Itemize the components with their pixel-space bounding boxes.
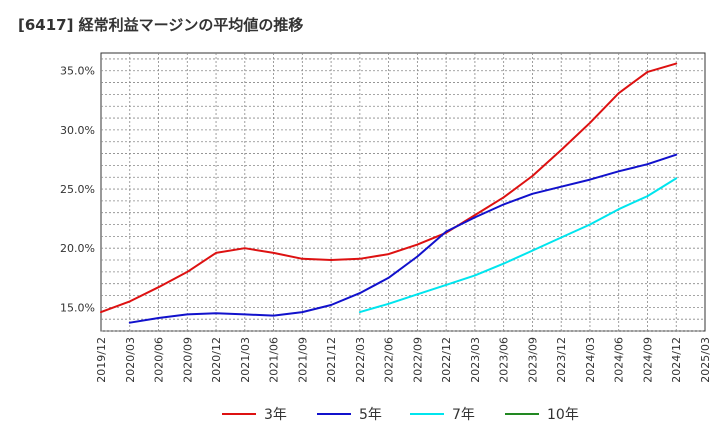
x-tick-label: 2023/12 xyxy=(555,337,568,383)
y-tick-label: 25.0% xyxy=(60,183,95,196)
x-tick-label: 2021/03 xyxy=(239,337,252,383)
legend-label-1: 3年 xyxy=(264,407,287,423)
x-tick-label: 2024/03 xyxy=(584,337,597,383)
chart-title: [6417] 経常利益マージンの平均値の推移 xyxy=(18,16,304,34)
legend-label-3: 7年 xyxy=(452,407,475,423)
y-tick-label: 20.0% xyxy=(60,242,95,255)
x-tick-label: 2021/12 xyxy=(325,337,338,383)
x-tick-label: 2020/12 xyxy=(210,337,223,383)
y-tick-label: 30.0% xyxy=(60,124,95,137)
x-tick-label: 2019/12 xyxy=(95,337,108,383)
legend-label-2: 5年 xyxy=(359,407,382,423)
x-tick-label: 2020/09 xyxy=(181,337,194,383)
x-tick-label: 2022/09 xyxy=(411,337,424,383)
series-line-1 xyxy=(100,62,678,314)
x-tick-label: 2023/09 xyxy=(526,337,539,383)
y-tick-label: 15.0% xyxy=(60,301,95,314)
x-tick-label: 2020/03 xyxy=(124,337,137,383)
series-line-2 xyxy=(128,153,678,324)
x-tick-label: 2021/09 xyxy=(296,337,309,383)
x-tick-label: 2022/03 xyxy=(354,337,367,383)
x-tick-label: 2020/06 xyxy=(153,337,166,383)
y-tick-label: 35.0% xyxy=(60,65,95,78)
x-tick-label: 2024/09 xyxy=(641,337,654,383)
x-tick-label: 2021/06 xyxy=(268,337,281,383)
x-tick-label: 2024/06 xyxy=(613,337,626,383)
plot-area xyxy=(100,52,706,332)
x-tick-label: 2024/12 xyxy=(670,337,683,383)
x-tick-label: 2022/12 xyxy=(440,337,453,383)
x-tick-label: 2022/06 xyxy=(383,337,396,383)
legend-label-4: 10年 xyxy=(547,407,579,423)
x-tick-label: 2023/06 xyxy=(498,337,511,383)
x-tick-label: 2023/03 xyxy=(469,337,482,383)
series-line-3 xyxy=(358,177,678,314)
x-tick-label: 2025/03 xyxy=(699,337,712,383)
